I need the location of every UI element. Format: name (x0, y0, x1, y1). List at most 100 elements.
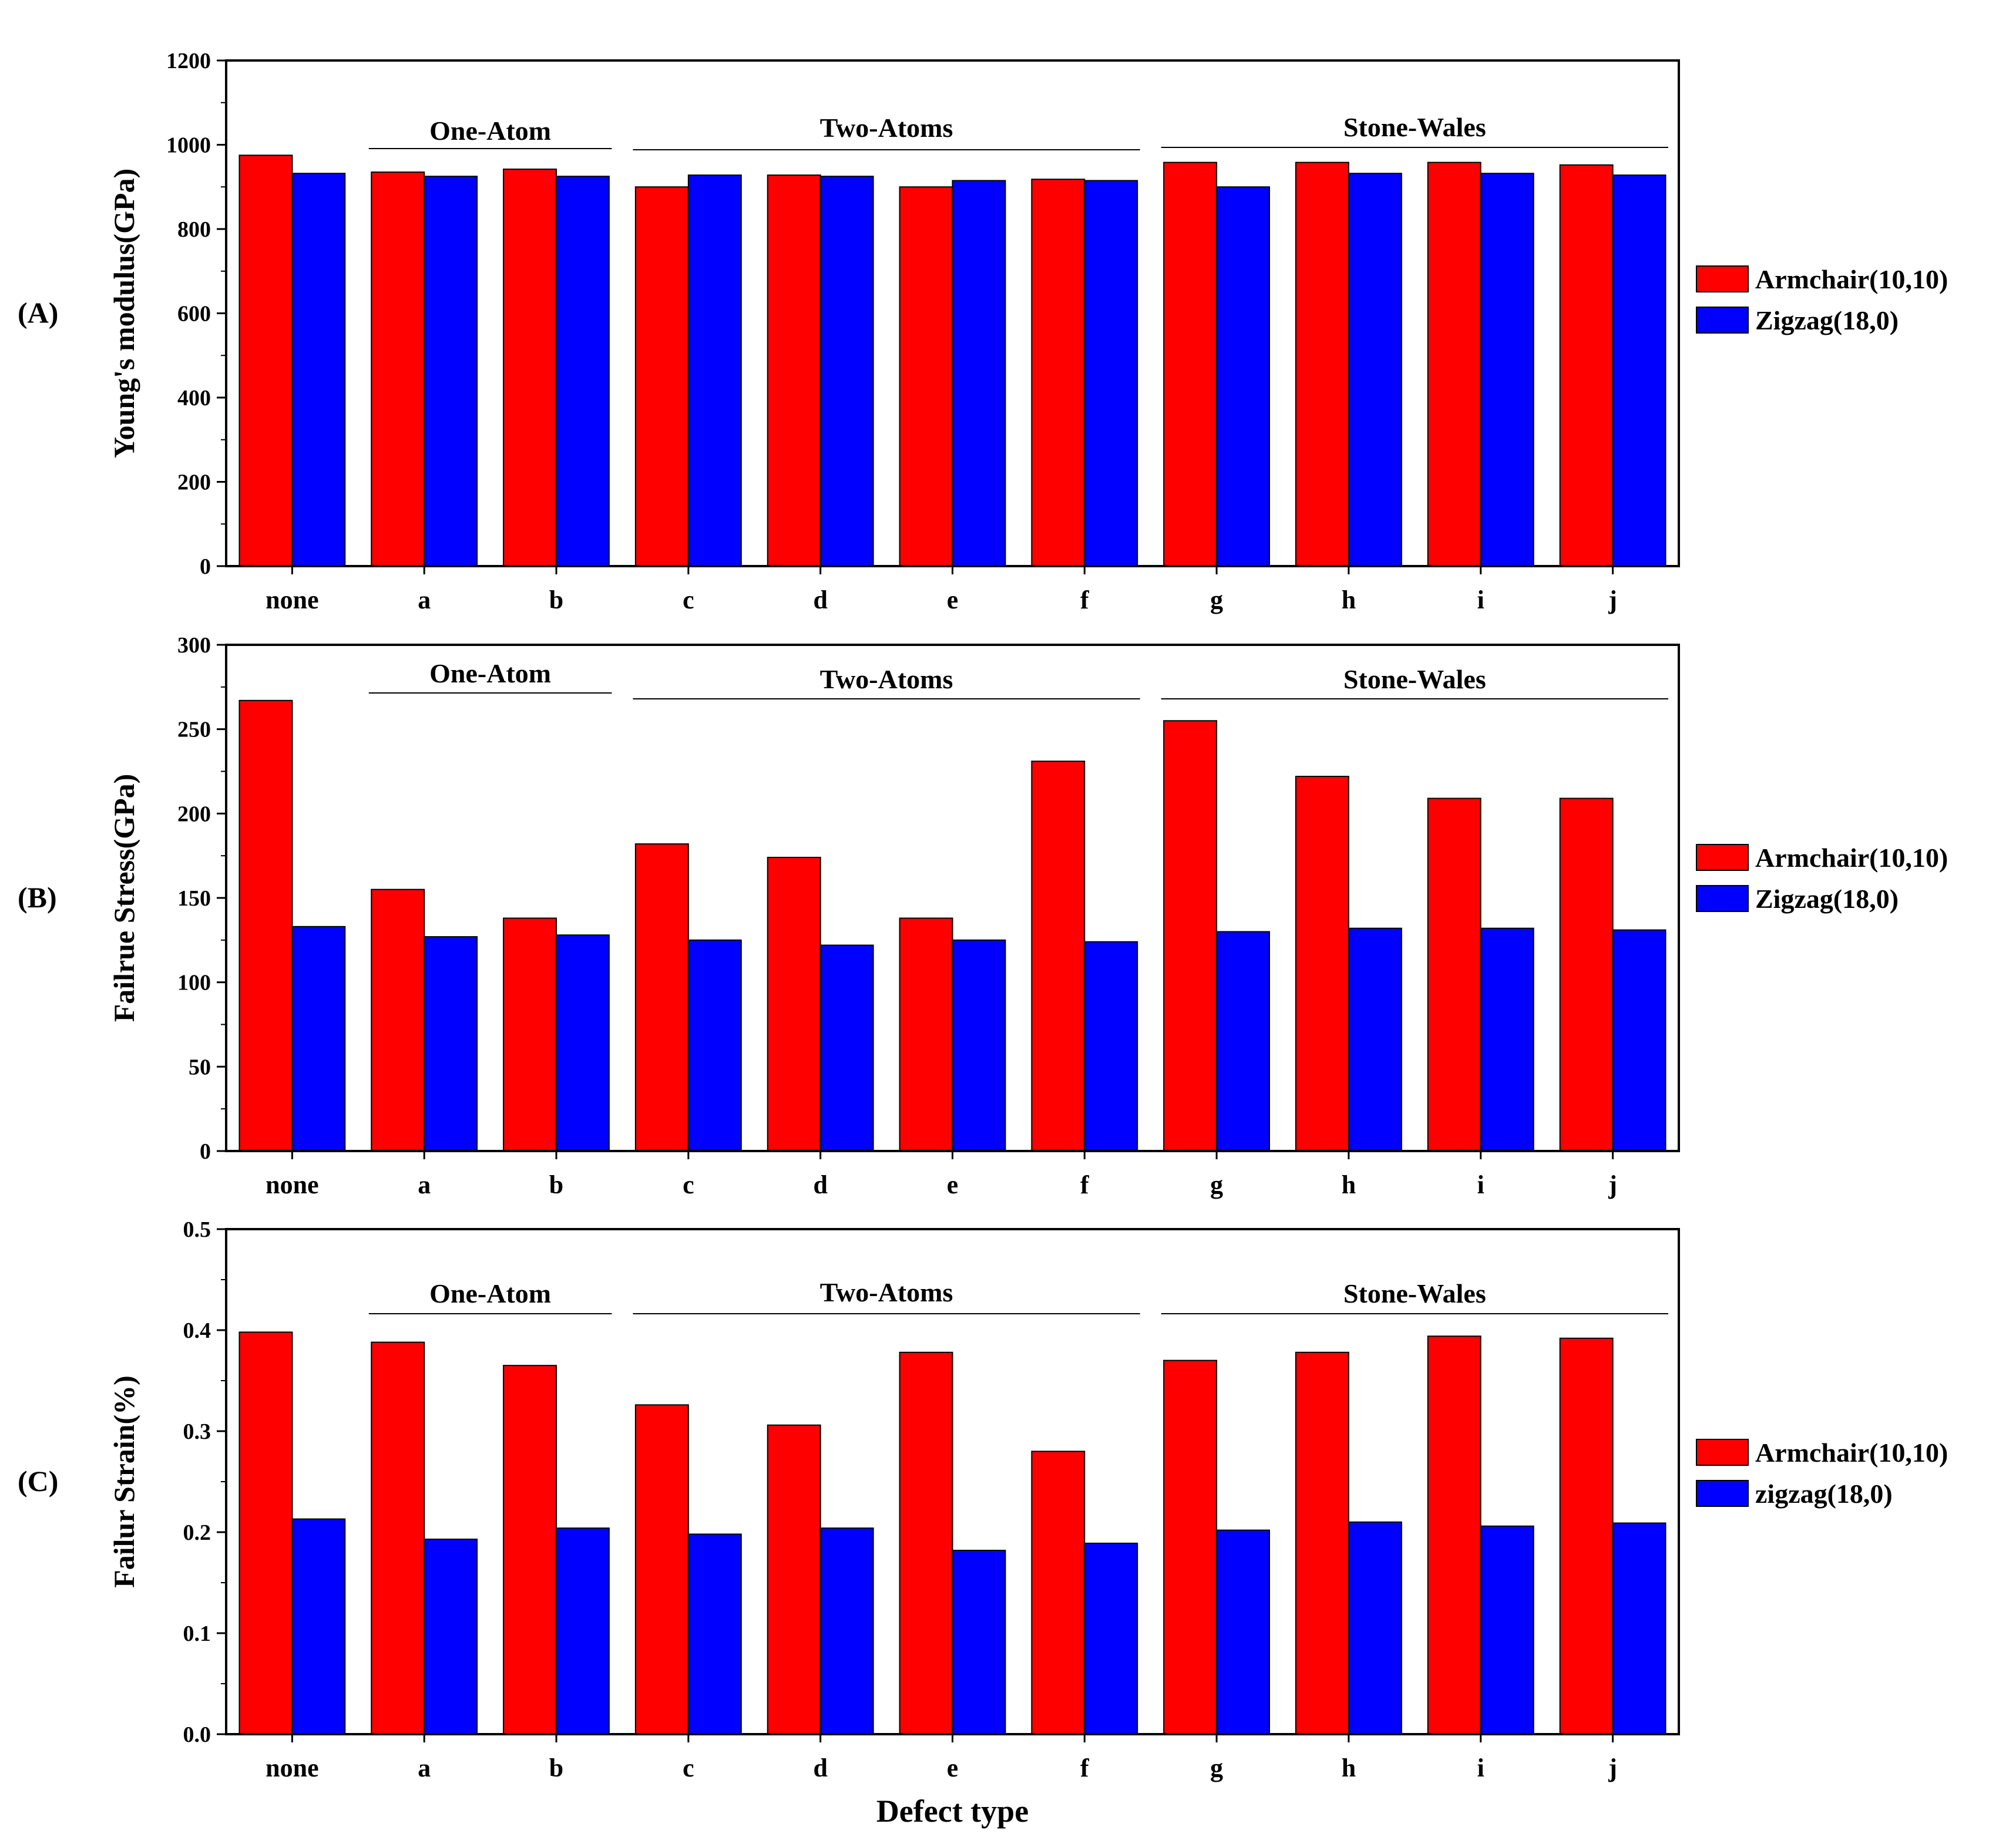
bar-none-armchair (238, 154, 293, 567)
x-tick-label-c: c (683, 1754, 694, 1782)
x-tick-label-e: e (947, 1754, 959, 1782)
bar-f-zigzag (1084, 1542, 1138, 1735)
bar-i-zigzag (1480, 927, 1534, 1152)
y-tick-label: 0.0 (183, 1722, 211, 1747)
chart-panel-a: none a b c d e f g h i j 0 200 400 600 800 1000 1200 Young… (18, 49, 1948, 614)
bar-g-armchair (1163, 161, 1218, 567)
bar-g-zigzag (1216, 186, 1271, 567)
legend-label-0: Armchair(10,10) (1755, 1438, 1948, 1468)
y-tick-label: 1000 (166, 133, 211, 158)
bar-i-armchair (1427, 1335, 1481, 1735)
legend-label-1: Zigzag(18,0) (1755, 884, 1899, 914)
bar-g-zigzag (1216, 931, 1271, 1152)
panel-label: (A) (18, 297, 58, 329)
bar-a-armchair (371, 889, 425, 1152)
bar-c-zigzag (687, 174, 742, 567)
x-tick-label-b: b (549, 1170, 563, 1199)
bar-h-zigzag (1348, 927, 1402, 1152)
y-tick-label: 0.2 (183, 1520, 211, 1545)
bar-j-armchair (1559, 1337, 1614, 1735)
y-tick-label: 400 (177, 386, 211, 410)
bar-h-zigzag (1348, 1521, 1402, 1735)
y-tick-label: 0.3 (183, 1419, 211, 1444)
bar-a-zigzag (424, 936, 478, 1152)
bar-e-zigzag (952, 1550, 1006, 1735)
x-tick-label-g: g (1210, 1754, 1223, 1782)
bar-f-zigzag (1084, 941, 1138, 1152)
bar-c-armchair (634, 843, 689, 1152)
bar-b-armchair (503, 1365, 557, 1735)
bar-j-zigzag (1612, 1522, 1666, 1735)
bar-e-armchair (899, 186, 953, 567)
bar-i-armchair (1427, 798, 1481, 1152)
bar-a-armchair (371, 1341, 425, 1735)
x-tick-label-d: d (813, 1170, 827, 1199)
bar-h-armchair (1295, 1351, 1349, 1735)
y-tick-label: 0 (200, 554, 211, 579)
bar-c-armchair (634, 1404, 689, 1735)
y-tick-label: 800 (177, 217, 211, 242)
legend-label-1: Zigzag(18,0) (1755, 305, 1899, 335)
bar-e-zigzag (952, 180, 1006, 567)
bar-d-armchair (767, 1424, 821, 1735)
bar-f-armchair (1031, 1451, 1086, 1735)
legend-label-1: zigzag(18,0) (1755, 1479, 1893, 1509)
y-tick-label: 0 (200, 1139, 211, 1164)
x-tick-label-d: d (813, 585, 827, 614)
legend-swatch-1 (1696, 307, 1749, 334)
bar-i-zigzag (1480, 1525, 1534, 1735)
y-tick-label: 50 (189, 1055, 211, 1079)
bar-c-zigzag (687, 1533, 742, 1735)
x-tick-label-b: b (549, 1754, 563, 1782)
bar-f-armchair (1031, 761, 1086, 1152)
bar-i-zigzag (1480, 173, 1534, 567)
x-tick-label-g: g (1210, 585, 1223, 614)
x-tick-label-c: c (683, 585, 694, 614)
x-tick-label-a: a (418, 1170, 431, 1199)
y-tick-label: 0.1 (183, 1621, 211, 1646)
bar-j-armchair (1559, 164, 1614, 567)
chart-panel-b: none a b c d e f g h i j 0 50 100 150 200 250 300 Failrue … (18, 633, 1948, 1199)
bar-i-armchair (1427, 161, 1481, 567)
group-label-two-atoms: Two-Atoms (820, 1277, 953, 1307)
x-tick-label-e: e (947, 1170, 959, 1199)
bar-j-zigzag (1612, 174, 1666, 567)
x-tick-label-e: e (947, 585, 959, 614)
bar-none-zigzag (291, 926, 346, 1152)
y-tick-label: 1200 (166, 49, 211, 73)
bar-g-armchair (1163, 720, 1218, 1152)
y-tick-label: 200 (177, 802, 211, 826)
bar-g-zigzag (1216, 1529, 1271, 1735)
panel-label: (B) (18, 881, 57, 914)
legend-swatch-1 (1696, 1480, 1749, 1507)
y-axis-title: Failur Strain(%) (107, 1375, 140, 1588)
group-label-two-atoms: Two-Atoms (820, 664, 953, 694)
x-tick-label-f: f (1080, 585, 1090, 614)
bar-d-armchair (767, 174, 821, 567)
y-tick-label: 0.4 (183, 1318, 211, 1343)
group-label-one-atom: One-Atom (429, 1278, 551, 1308)
y-tick-label: 250 (177, 718, 211, 742)
legend-label-0: Armchair(10,10) (1755, 843, 1948, 873)
bar-a-armchair (371, 171, 425, 567)
bar-c-zigzag (687, 939, 742, 1152)
bar-j-zigzag (1612, 929, 1666, 1152)
x-tick-label-j: j (1608, 1170, 1617, 1199)
x-tick-label-none: none (266, 1170, 318, 1199)
x-tick-label-c: c (683, 1170, 694, 1199)
y-axis-title: Young's modulus(GPa) (107, 169, 140, 458)
x-tick-label-i: i (1477, 1754, 1484, 1782)
bar-none-zigzag (291, 173, 346, 567)
x-axis-label: Defect type (876, 1793, 1029, 1829)
bar-h-armchair (1295, 776, 1349, 1152)
bar-c-armchair (634, 186, 689, 567)
y-tick-label: 100 (177, 971, 211, 995)
x-tick-label-i: i (1477, 1170, 1484, 1199)
y-tick-label: 0.5 (183, 1217, 211, 1242)
legend-label-0: Armchair(10,10) (1755, 264, 1948, 294)
panel-label: (C) (18, 1465, 58, 1498)
group-label-stone-wales: Stone-Wales (1343, 1278, 1486, 1308)
legend-swatch-0 (1696, 1439, 1749, 1466)
group-label-one-atom: One-Atom (429, 116, 551, 146)
x-tick-label-h: h (1342, 1754, 1356, 1782)
